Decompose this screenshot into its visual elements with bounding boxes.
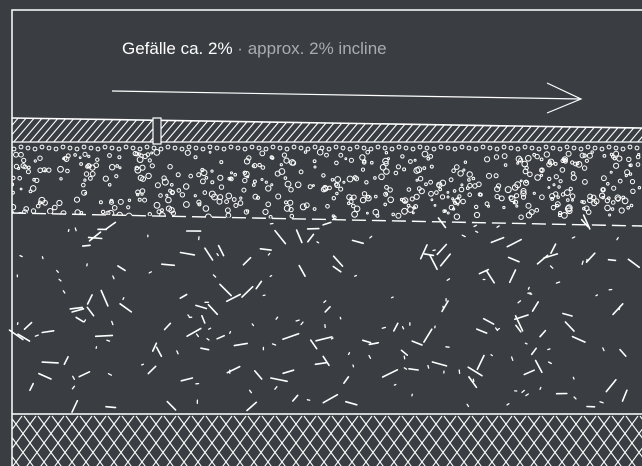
gravel-layer bbox=[11, 144, 642, 227]
paving-layer bbox=[11, 117, 642, 145]
base-course-layer bbox=[8, 214, 641, 414]
incline-caption: Gefälle ca. 2% · approx. 2% incline bbox=[122, 38, 387, 60]
paving-joint bbox=[152, 117, 162, 145]
arrow-right-icon bbox=[111, 82, 583, 114]
incline-label-en: approx. 2% incline bbox=[247, 39, 387, 58]
frame-border bbox=[11, 9, 642, 466]
subsoil-layer bbox=[12, 413, 642, 466]
caption-separator: · bbox=[237, 39, 243, 58]
incline-label-de: Gefälle ca. 2% bbox=[122, 39, 233, 58]
